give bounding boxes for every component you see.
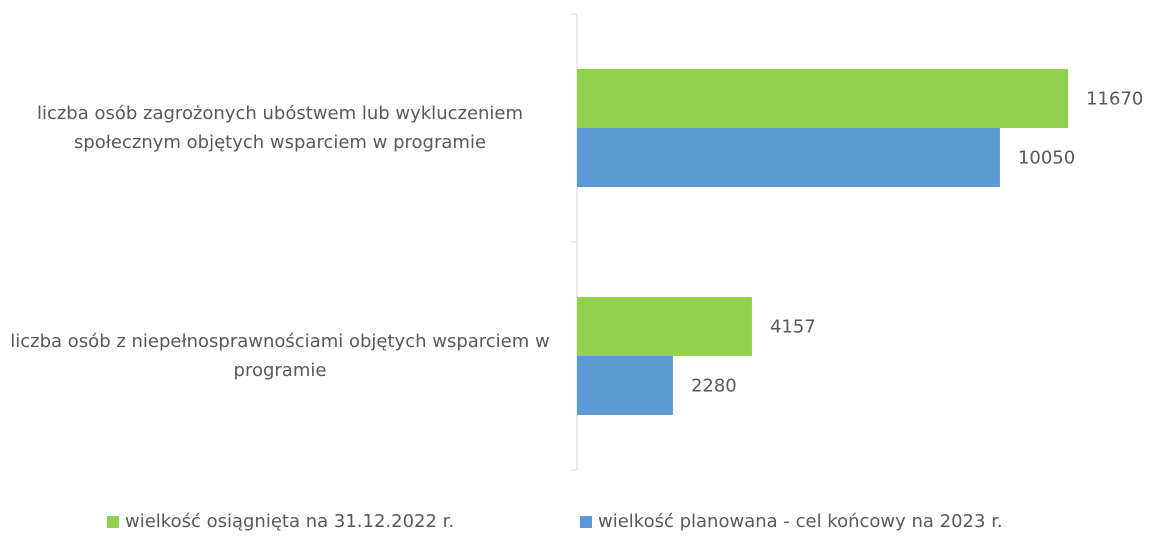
bar xyxy=(577,297,752,356)
bar xyxy=(577,356,673,415)
legend-label: wielkość planowana - cel końcowy na 2023… xyxy=(598,511,1003,532)
data-label: 2280 xyxy=(691,376,737,397)
bar xyxy=(577,69,1069,128)
legend-swatch xyxy=(580,516,592,528)
legend-item: wielkość planowana - cel końcowy na 2023… xyxy=(580,510,1003,534)
category-label: liczba osób zagrożonych ubóstwem lub wyk… xyxy=(36,103,524,153)
legend-label: wielkość osiągnięta na 31.12.2022 r. xyxy=(125,511,455,532)
bar xyxy=(577,128,1000,187)
data-label: 4157 xyxy=(770,317,816,338)
data-label: 11670 xyxy=(1086,89,1143,110)
legend-item: wielkość osiągnięta na 31.12.2022 r. xyxy=(107,510,454,534)
legend-swatch xyxy=(107,516,119,528)
data-label: 10050 xyxy=(1018,148,1075,169)
category-label: liczba osób z niepełnosprawnościami obję… xyxy=(10,331,550,381)
